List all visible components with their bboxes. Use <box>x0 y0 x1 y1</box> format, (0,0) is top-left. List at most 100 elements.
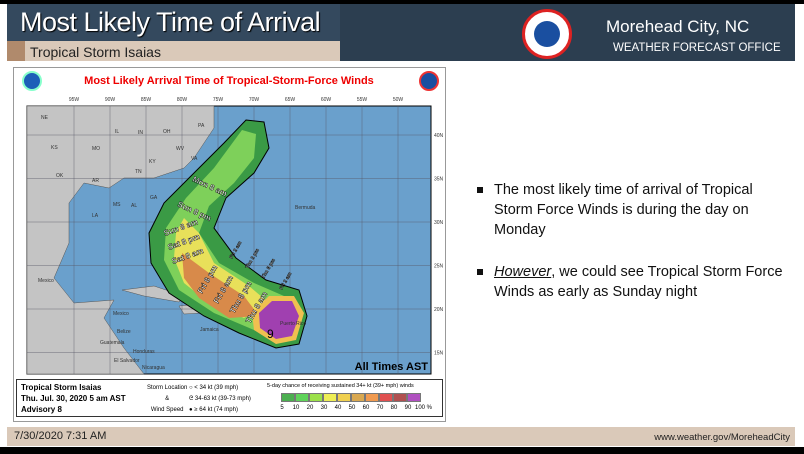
legend-tick: 50 <box>348 405 356 411</box>
legend-date: Thu. Jul. 30, 2020 5 am AST <box>21 394 126 403</box>
map-graphic: 95W 90W 85W 80W 75W 70W 65W 60W 55W 50W 40N 35N 30N 2… <box>26 97 444 375</box>
office-city: Morehead City, NC <box>606 17 750 36</box>
place-label: AL <box>131 203 137 209</box>
place-label: Bermuda <box>295 205 316 211</box>
place-label: LA <box>92 213 99 219</box>
subtitle-bar <box>7 41 340 61</box>
lon-tick: 50W <box>393 97 404 103</box>
subtitle-accent <box>7 41 25 61</box>
legend-swatch <box>351 393 365 402</box>
place-label: Belize <box>117 329 131 335</box>
place-label: Mexico <box>113 311 129 317</box>
lon-tick: 80W <box>177 97 188 103</box>
place-label: Jamaica <box>200 327 219 333</box>
place-label: El Salvador <box>114 358 140 364</box>
lon-tick: 95W <box>69 97 80 103</box>
legend-tick: 5 <box>280 405 284 411</box>
place-label: KY <box>149 159 156 165</box>
legend-swatch <box>323 393 337 402</box>
arrival-time-map: Most Likely Arrival Time of Tropical-Sto… <box>13 67 446 422</box>
place-label: PA <box>198 123 205 129</box>
land-us-mexico <box>26 105 215 375</box>
lon-tick: 85W <box>141 97 152 103</box>
lat-tick: 20N <box>434 307 444 313</box>
bullet-text: , we could see Tropical Storm Force Wind… <box>494 264 783 300</box>
place-label: AR <box>92 178 99 184</box>
noaa-logo <box>22 71 42 91</box>
bullet-emphasis: However <box>494 264 552 280</box>
page-subtitle: Tropical Storm Isaias <box>30 44 161 60</box>
place-label: GA <box>150 195 158 201</box>
place-label: Nicaragua <box>142 365 165 371</box>
place-label: WV <box>176 146 185 152</box>
lon-tick: 75W <box>213 97 224 103</box>
legend-key: ● ≥ 64 kt (74 mph) <box>189 407 238 413</box>
place-label: MO <box>92 146 100 152</box>
office-type: WEATHER FORECAST OFFICE <box>613 42 781 54</box>
swath-band-4 <box>182 253 259 318</box>
legend-swatch <box>281 393 295 402</box>
legend-tick: 30 <box>320 405 328 411</box>
legend-scale-title: 5-day chance of receiving sustained 34+ … <box>267 383 414 389</box>
legend-advisory: Advisory 8 <box>21 405 62 414</box>
legend-key: ᘓ 34-63 kt (39-73 mph) <box>189 396 251 402</box>
bullet-list: The most likely time of arrival of Tropi… <box>477 180 787 324</box>
place-label: KS <box>51 145 58 151</box>
legend-loc-1: Storm Location <box>147 385 188 391</box>
place-label: IL <box>115 129 119 135</box>
bullet-item: However, we could see Tropical Storm For… <box>477 262 787 302</box>
legend-storm-info: Tropical Storm Isaias Thu. Jul. 30, 2020… <box>21 382 126 415</box>
legend-swatch <box>379 393 393 402</box>
lat-tick: 30N <box>434 220 444 226</box>
legend-loc-3: Wind Speed <box>150 407 184 413</box>
lat-tick: 25N <box>434 264 444 270</box>
legend-tick: 10 <box>292 405 300 411</box>
legend-scale-ticks: 5 10 20 30 40 50 60 70 80 90 100 % <box>275 405 433 411</box>
footer-url[interactable]: www.weather.gov/MoreheadCity <box>654 432 790 443</box>
legend-swatches <box>281 393 421 402</box>
bullet-item: The most likely time of arrival of Tropi… <box>477 180 787 240</box>
place-label: Mexico <box>38 278 54 284</box>
storm-location-icon: 9 <box>267 327 274 341</box>
legend-location-label: Storm Location & Wind Speed <box>147 383 187 416</box>
legend-tick: 100 % <box>415 405 433 411</box>
place-label: VA <box>191 156 198 162</box>
legend-storm: Tropical Storm Isaias <box>21 383 102 392</box>
legend-tick: 20 <box>306 405 314 411</box>
place-label: MS <box>113 202 121 208</box>
legend-swatch <box>337 393 351 402</box>
lat-tick: 40N <box>434 133 444 139</box>
lat-tick: 35N <box>434 177 444 183</box>
legend-swatch <box>365 393 379 402</box>
legend-tick: 70 <box>376 405 384 411</box>
legend-wind-keys: ○ < 34 kt (39 mph) ᘓ 34-63 kt (39-73 mph… <box>189 383 251 416</box>
map-title: Most Likely Arrival Time of Tropical-Sto… <box>84 75 374 87</box>
place-label: Guatemala <box>100 340 125 346</box>
legend-swatch <box>295 393 309 402</box>
legend-tick: 60 <box>362 405 370 411</box>
place-label: Puerto Rico <box>280 321 306 327</box>
times-note: All Times AST <box>355 361 429 373</box>
place-label: Honduras <box>133 349 155 355</box>
bullet-text: The most likely time of arrival of Tropi… <box>494 182 753 238</box>
nws-logo <box>522 9 572 59</box>
legend-key: ○ < 34 kt (39 mph) <box>189 385 239 391</box>
place-label: TN <box>135 169 142 175</box>
legend-swatch <box>393 393 407 402</box>
footer-bar <box>7 427 795 446</box>
place-label: OK <box>56 173 64 179</box>
legend-tick: 90 <box>404 405 412 411</box>
nws-logo-small <box>419 71 439 91</box>
place-label: OH <box>163 129 171 135</box>
legend-swatch <box>309 393 323 402</box>
legend-swatch <box>407 393 421 402</box>
lon-tick: 55W <box>357 97 368 103</box>
footer-date: 7/30/2020 7:31 AM <box>14 430 107 442</box>
title-bar <box>7 4 340 41</box>
legend-tick: 80 <box>390 405 398 411</box>
place-label: NE <box>41 115 49 121</box>
lon-tick: 90W <box>105 97 116 103</box>
place-label: IN <box>138 130 143 136</box>
lat-tick: 15N <box>434 351 444 357</box>
legend-tick: 40 <box>334 405 342 411</box>
